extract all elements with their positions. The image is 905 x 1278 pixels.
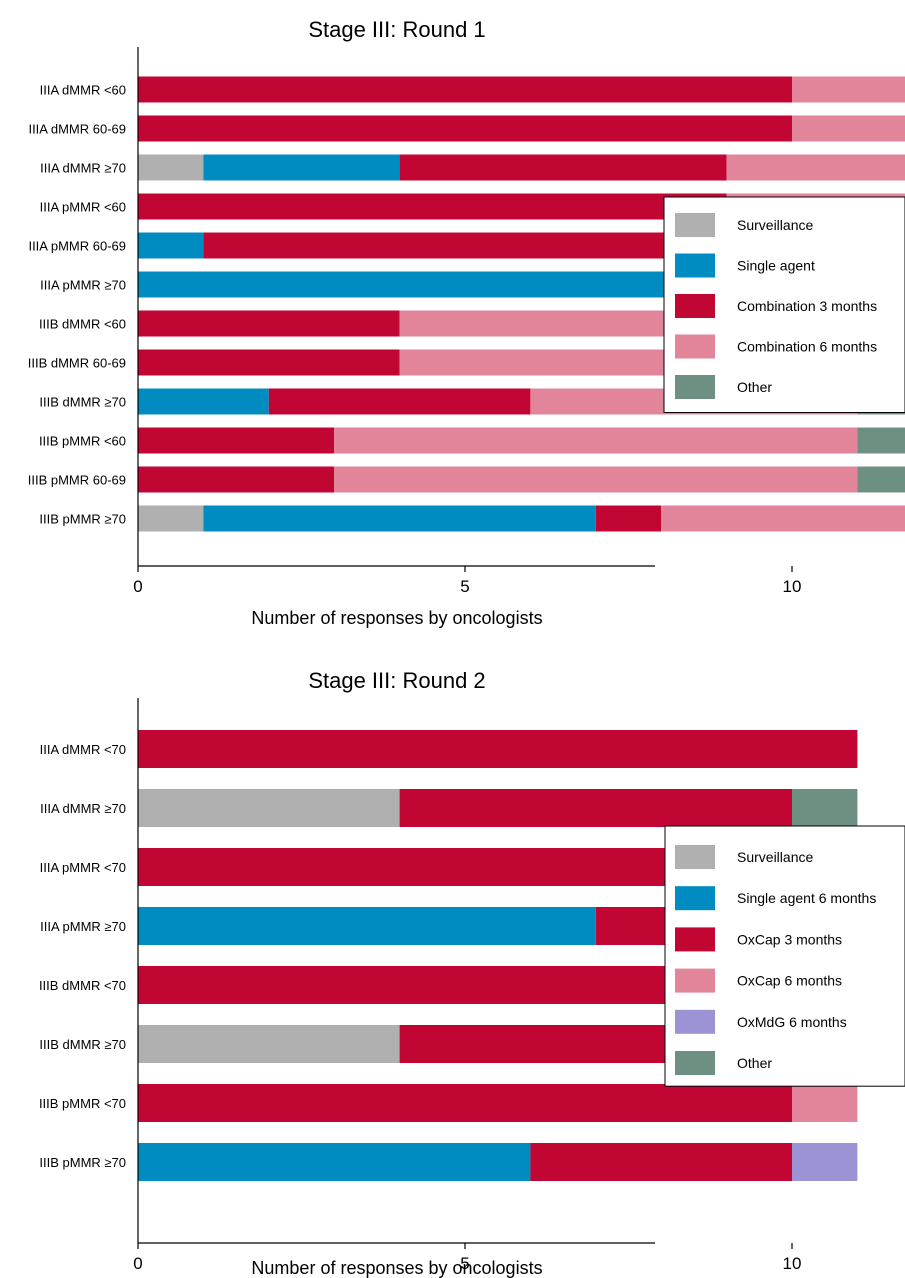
chart2-legend-label-oxcap-3-months: OxCap 3 months: [737, 931, 842, 947]
chart1-ytick-label: IIIB pMMR <60: [39, 434, 126, 449]
chart2-legend-label-single-agent-6-months: Single agent 6 months: [737, 890, 876, 906]
chart2-legend-swatch-other: [675, 1051, 715, 1075]
chart1-legend-label-combination-3-months: Combination 3 months: [737, 298, 877, 314]
chart2-bar-iiib-pmmr-lt70-oxcap-6-months: [792, 1084, 858, 1122]
chart1-legend-label-single-agent: Single agent: [737, 258, 815, 274]
chart1-bar-iiib-pmmr-lt60-combination-3-months: [138, 427, 335, 454]
chart1-ytick-label: IIIB dMMR <60: [39, 317, 126, 332]
chart1-bar-iiia-dmmr-gte70-single-agent: [203, 154, 400, 181]
chart2-bar-iiib-pmmr-gte70-oxmdg-6-months: [792, 1143, 858, 1181]
chart2-bar-iiia-dmmr-gte70-other: [792, 789, 858, 827]
chart2-ytick-label: IIIB pMMR <70: [39, 1096, 126, 1111]
chart2-legend-label-other: Other: [737, 1055, 772, 1071]
chart1-ytick-label: IIIB dMMR 60-69: [28, 356, 126, 371]
chart2-title: Stage III: Round 2: [308, 668, 485, 693]
chart1-ytick-label: IIIA pMMR 60-69: [28, 239, 126, 254]
chart2-ytick-label: IIIA dMMR <70: [40, 742, 126, 757]
chart1-bar-iiib-pmmr-gte70-combination-6-months: [661, 505, 905, 532]
chart2-bar-iiib-dmmr-gte70-surveillance: [138, 1025, 400, 1063]
chart1-bar-iiia-pmmr-lt60-combination-3-months: [138, 193, 727, 220]
chart2-bar-iiib-pmmr-gte70-single-agent-6-months: [138, 1143, 531, 1181]
chart1-xtick-label: 5: [460, 577, 469, 596]
chart2-xlabel: Number of responses by oncologists: [251, 1258, 542, 1278]
chart1-bar-iiia-dmmr-gte70-surveillance: [138, 154, 204, 181]
chart1-bar-iiib-dmmr-lt60-combination-3-months: [138, 310, 400, 337]
chart1-ytick-label: IIIA dMMR <60: [40, 83, 126, 98]
chart2-bar-iiia-dmmr-gte70-oxcap-3-months: [399, 789, 792, 827]
chart1-bar-iiia-dmmr-gte70-combination-3-months: [399, 154, 727, 181]
chart2-bar-iiia-dmmr-lt70-oxcap-3-months: [138, 730, 858, 768]
chart2-ytick-label: IIIB dMMR ≥70: [39, 1037, 126, 1052]
chart1-legend-label-other: Other: [737, 379, 772, 395]
chart1-legend-swatch-surveillance: [675, 213, 715, 237]
chart2: Stage III: Round 2 IIIA dMMR <70 IIIA dMMR…: [39, 668, 905, 1278]
chart1-xlabel: Number of responses by oncologists: [251, 608, 542, 628]
chart1-bar-iiia-pmmr-gte70-single-agent: [138, 271, 727, 298]
chart2-legend-box: [664, 825, 905, 1087]
chart1-legend-swatch-other: [675, 375, 715, 399]
chart1-bar-iiib-pmmr-gte70-combination-3-months: [595, 505, 662, 532]
chart2-bar-iiib-pmmr-gte70-oxcap-3-months: [530, 1143, 792, 1181]
chart1-bar-iiia-dmmr-lt60-combination-6-months: [792, 76, 905, 103]
chart1-bar-iiib-pmmr-60-69-other: [857, 466, 905, 493]
chart2-legend-swatch-oxcap-6-months: [675, 968, 715, 993]
chart2-legend-swatch-oxmdg-6-months: [675, 1009, 715, 1034]
chart2-legend-swatch-single-agent-6-months: [675, 886, 715, 911]
chart1-legend-label-surveillance: Surveillance: [737, 217, 813, 233]
chart1-bar-iiib-dmmr-gte70-combination-3-months: [268, 388, 531, 415]
chart2-legend-label-oxcap-6-months: OxCap 6 months: [737, 973, 842, 989]
chart1-bar-iiib-pmmr-lt60-other: [857, 427, 905, 454]
chart2-legend-label-surveillance: Surveillance: [737, 849, 813, 865]
chart2-xtick-label: 0: [133, 1254, 142, 1273]
chart2-bar-iiia-pmmr-gte70-single-agent-6-months: [138, 907, 596, 945]
chart1-bar-iiia-dmmr-gte70-combination-6-months: [726, 154, 905, 181]
chart1-bar-iiib-pmmr-lt60-combination-6-months: [334, 427, 858, 454]
chart2-ytick-label: IIIA pMMR ≥70: [40, 919, 126, 934]
chart1-ytick-label: IIIA pMMR ≥70: [40, 278, 126, 293]
chart1-bar-iiib-pmmr-60-69-combination-3-months: [138, 466, 335, 493]
chart1-ytick-label: IIIA dMMR 60-69: [28, 122, 126, 137]
chart1-legend: Surveillance Single agent Combination 3 mo…: [663, 196, 905, 413]
chart2-legend-swatch-oxcap-3-months: [675, 927, 715, 952]
chart1-bar-iiib-dmmr-gte70-single-agent: [138, 388, 269, 415]
chart1-ytick-label: IIIB dMMR ≥70: [39, 395, 126, 410]
chart2-xtick-label: 10: [783, 1254, 802, 1273]
chart1-ytick-label: IIIB pMMR 60-69: [28, 473, 126, 488]
chart2-ytick-label: IIIA pMMR <70: [40, 860, 126, 875]
chart1-ytick-label: IIIA dMMR ≥70: [40, 161, 126, 176]
chart2-bar-iiia-dmmr-gte70-surveillance: [138, 789, 400, 827]
chart1-legend-swatch-combination-6-months: [675, 334, 715, 359]
chart1-legend-swatch-combination-3-months: [675, 294, 715, 318]
chart1-bar-iiia-pmmr-60-69-single-agent: [138, 232, 204, 259]
chart1-bar-iiia-pmmr-60-69-combination-3-months: [203, 232, 727, 259]
chart1-bar-iiia-dmmr-lt60-combination-3-months: [138, 76, 792, 103]
chart2-ytick-label: IIIA dMMR ≥70: [40, 801, 126, 816]
chart1-xtick-label: 10: [783, 577, 802, 596]
chart1-bar-iiia-dmmr-60-69-combination-3-months: [138, 115, 792, 142]
chart2-legend: Surveillance Single agent 6 months OxCap 3…: [664, 825, 905, 1087]
chart1-legend-label-combination-6-months: Combination 6 months: [737, 339, 877, 355]
chart1-bar-iiib-pmmr-60-69-combination-6-months: [334, 466, 858, 493]
chart1-bar-iiib-dmmr-60-69-combination-3-months: [138, 349, 400, 376]
chart1: Stage III: Round 1 IIIA dMMR <60 IIIA dMMR…: [28, 17, 905, 628]
chart2-legend-label-oxmdg-6-months: OxMdG 6 months: [737, 1014, 847, 1030]
chart1-xtick-label: 0: [133, 577, 142, 596]
chart2-xtick-label: 5: [460, 1254, 469, 1273]
chart1-ytick-label: IIIA pMMR <60: [40, 200, 126, 215]
chart1-title: Stage III: Round 1: [308, 17, 485, 42]
chart1-bar-iiib-pmmr-gte70-surveillance: [138, 505, 204, 532]
chart1-ytick-label: IIIB pMMR ≥70: [39, 512, 126, 527]
chart2-ytick-label: IIIB dMMR <70: [39, 978, 126, 993]
chart2-bar-iiib-pmmr-lt70-oxcap-3-months: [138, 1084, 792, 1122]
chart1-legend-swatch-single-agent: [675, 253, 715, 278]
chart1-bar-iiib-pmmr-gte70-single-agent: [203, 505, 596, 532]
chart1-bar-iiia-dmmr-60-69-combination-6-months: [792, 115, 905, 142]
chart2-legend-swatch-surveillance: [675, 845, 715, 869]
chart2-ytick-label: IIIB pMMR ≥70: [39, 1155, 126, 1170]
